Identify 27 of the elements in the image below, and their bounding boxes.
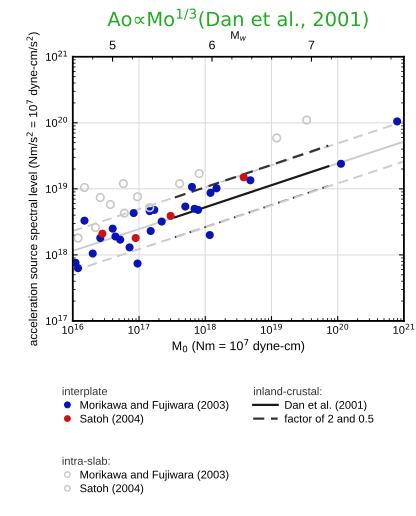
x-tick-label: 10$^{21}$ [393, 324, 414, 334]
x2-tick-label: 6 [209, 40, 215, 50]
y-tick-label: 10$^{17}$ [46, 314, 67, 326]
legend-label: Dan et al. (2001) [285, 400, 366, 412]
x2-axis-title: M$_{w}$ [231, 31, 246, 41]
x-tick-label: 10$^{17}$ [128, 324, 150, 334]
y-tick-label: 10$^{18}$ [46, 248, 68, 259]
legend-label: factor of 2 and 0.5 [284, 414, 374, 423]
text: intra-slab: [62, 456, 110, 465]
x2-tick-label: 5 [110, 40, 116, 50]
legend-label: Morikawa and Fujiwara (2003) [80, 400, 228, 412]
text: inland-crustal: [254, 387, 322, 396]
y-axis-title: acceleration source spectral level (Nm/s$^{2}$ = 10$^{7}$ dyne-cm/s$^{2}$) [26, 32, 40, 346]
x-tick-label: 10$^{18}$ [194, 324, 216, 334]
legend-label: Satoh (2004) [80, 484, 144, 494]
y-tick-label: 10$^{20}$ [46, 116, 68, 127]
x-tick-label: 10$^{16}$ [62, 324, 84, 334]
x-tick-label: 10$^{19}$ [260, 324, 282, 334]
y-tick-label: 10$^{21}$ [46, 50, 67, 61]
y-tick-label: 10$^{19}$ [46, 182, 68, 193]
legend-label: Morikawa and Fujiwara (2003) [80, 470, 228, 481]
legend-label: Satoh (2004) [80, 414, 144, 425]
chart-title: Ao∝Mo$^{1/3}$(Dan et al., 2001) [107, 8, 368, 29]
x-tick-label: 10$^{20}$ [327, 324, 348, 334]
x2-tick-label: 7 [308, 40, 314, 50]
x-axis-title: M$_{0}$ (Nm = 10$^{7}$ dyne-cm) [172, 338, 304, 353]
text: interplate [62, 387, 108, 398]
